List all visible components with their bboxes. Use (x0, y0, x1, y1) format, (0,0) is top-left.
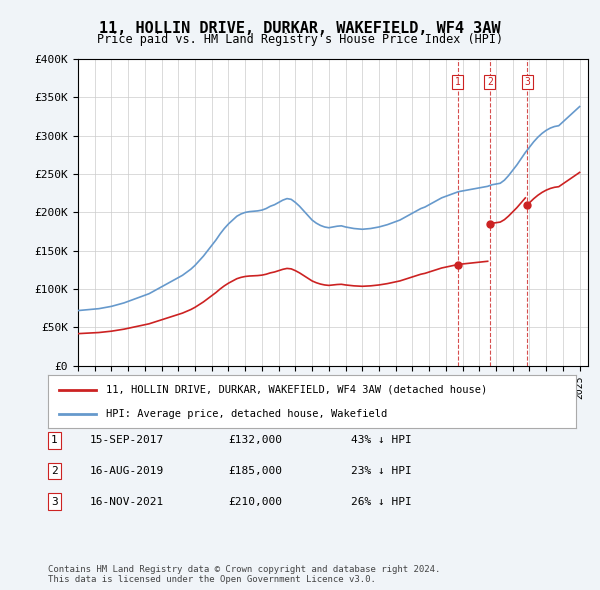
Text: 2: 2 (487, 77, 493, 87)
Text: 1: 1 (455, 77, 461, 87)
Text: 11, HOLLIN DRIVE, DURKAR, WAKEFIELD, WF4 3AW: 11, HOLLIN DRIVE, DURKAR, WAKEFIELD, WF4… (99, 21, 501, 35)
Text: 43% ↓ HPI: 43% ↓ HPI (351, 435, 412, 445)
Text: 16-NOV-2021: 16-NOV-2021 (90, 497, 164, 507)
Text: 15-SEP-2017: 15-SEP-2017 (90, 435, 164, 445)
Text: 23% ↓ HPI: 23% ↓ HPI (351, 466, 412, 476)
Text: 2: 2 (51, 466, 58, 476)
Text: 11, HOLLIN DRIVE, DURKAR, WAKEFIELD, WF4 3AW (detached house): 11, HOLLIN DRIVE, DURKAR, WAKEFIELD, WF4… (106, 385, 487, 395)
Text: 3: 3 (524, 77, 530, 87)
Text: £132,000: £132,000 (228, 435, 282, 445)
Text: 1: 1 (51, 435, 58, 445)
Text: 16-AUG-2019: 16-AUG-2019 (90, 466, 164, 476)
Text: Price paid vs. HM Land Registry's House Price Index (HPI): Price paid vs. HM Land Registry's House … (97, 33, 503, 46)
Text: 3: 3 (51, 497, 58, 507)
Text: £210,000: £210,000 (228, 497, 282, 507)
Text: HPI: Average price, detached house, Wakefield: HPI: Average price, detached house, Wake… (106, 409, 388, 419)
Text: £185,000: £185,000 (228, 466, 282, 476)
Text: Contains HM Land Registry data © Crown copyright and database right 2024.
This d: Contains HM Land Registry data © Crown c… (48, 565, 440, 584)
Text: 26% ↓ HPI: 26% ↓ HPI (351, 497, 412, 507)
